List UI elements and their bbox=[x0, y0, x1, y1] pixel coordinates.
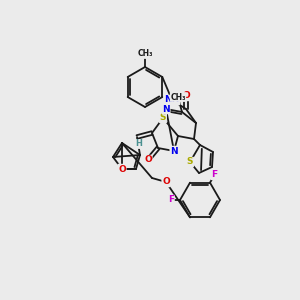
Text: F: F bbox=[212, 170, 218, 179]
Text: H: H bbox=[136, 140, 142, 148]
Text: N: N bbox=[170, 146, 178, 155]
Text: N: N bbox=[162, 104, 170, 113]
Text: NH: NH bbox=[164, 95, 180, 104]
Text: S: S bbox=[160, 113, 166, 122]
Text: CH₃: CH₃ bbox=[137, 50, 153, 58]
Text: O: O bbox=[118, 164, 126, 173]
Text: O: O bbox=[144, 155, 152, 164]
Text: O: O bbox=[182, 92, 190, 100]
Text: CH₃: CH₃ bbox=[170, 92, 186, 101]
Text: O: O bbox=[162, 178, 170, 187]
Text: F: F bbox=[168, 196, 174, 205]
Text: S: S bbox=[187, 158, 193, 166]
